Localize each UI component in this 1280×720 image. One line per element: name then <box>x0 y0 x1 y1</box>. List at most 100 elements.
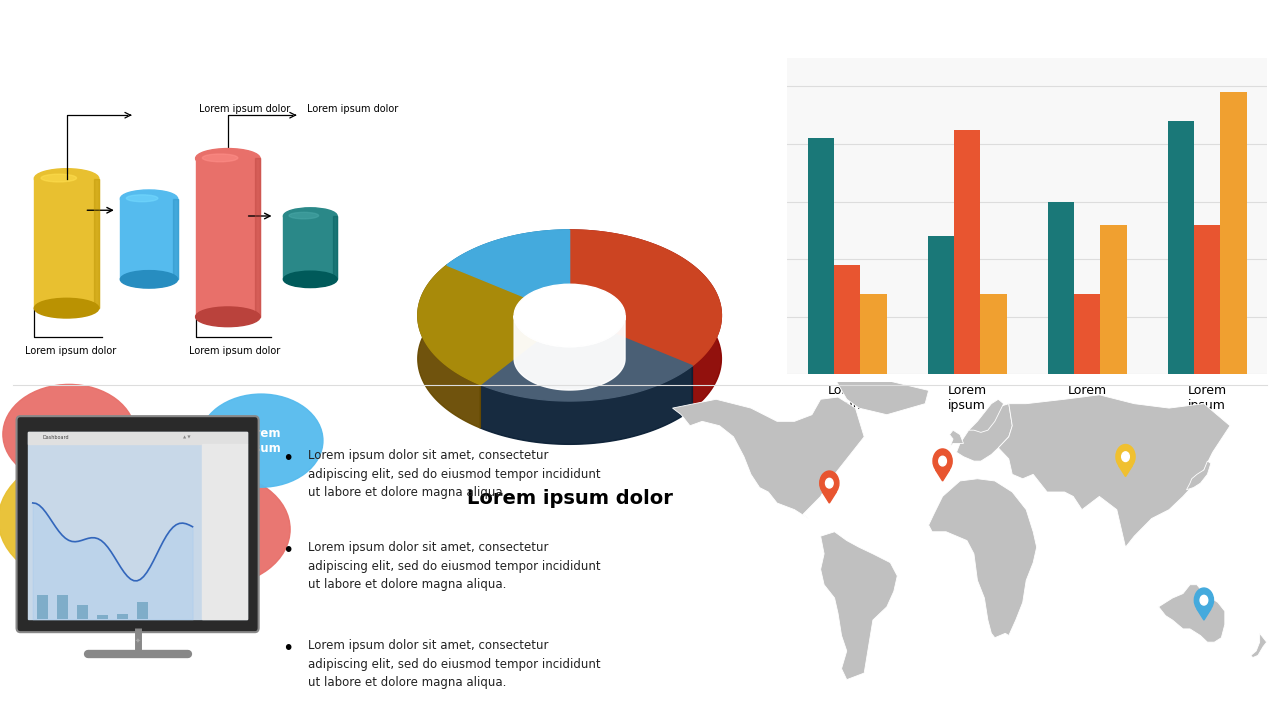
Polygon shape <box>1187 461 1211 490</box>
Text: •: • <box>283 639 294 658</box>
Polygon shape <box>120 199 178 279</box>
Text: Lorem ipsum dolor: Lorem ipsum dolor <box>200 104 291 114</box>
Text: Lorem ipsum dolor: Lorem ipsum dolor <box>189 346 280 356</box>
Polygon shape <box>515 315 625 390</box>
Bar <box>954 130 980 374</box>
Circle shape <box>938 456 946 466</box>
Ellipse shape <box>41 174 77 182</box>
Polygon shape <box>93 179 99 308</box>
Text: •: • <box>283 449 294 468</box>
Bar <box>37 595 49 619</box>
Bar <box>928 236 954 374</box>
Polygon shape <box>570 230 722 366</box>
Polygon shape <box>833 375 929 415</box>
Polygon shape <box>515 297 538 384</box>
Polygon shape <box>173 199 178 279</box>
Ellipse shape <box>289 212 319 219</box>
Polygon shape <box>672 397 864 518</box>
Ellipse shape <box>196 307 260 327</box>
Polygon shape <box>1197 609 1211 620</box>
Polygon shape <box>333 216 337 279</box>
Text: •: • <box>283 541 294 560</box>
Polygon shape <box>417 265 480 428</box>
Bar <box>1220 92 1247 374</box>
Text: Lorem
ipsum: Lorem ipsum <box>145 464 186 492</box>
Ellipse shape <box>196 148 260 168</box>
Ellipse shape <box>515 284 625 347</box>
Ellipse shape <box>35 298 99 318</box>
Bar <box>28 432 247 619</box>
Bar <box>980 294 1007 374</box>
Ellipse shape <box>140 473 291 586</box>
Polygon shape <box>929 479 1037 638</box>
Polygon shape <box>480 334 692 401</box>
Polygon shape <box>480 366 692 444</box>
Ellipse shape <box>200 394 323 487</box>
Text: Lorem
ipsum: Lorem ipsum <box>64 506 105 534</box>
Bar <box>1047 202 1074 374</box>
Circle shape <box>933 449 952 473</box>
FancyBboxPatch shape <box>17 416 259 632</box>
Ellipse shape <box>283 271 337 287</box>
Polygon shape <box>998 395 1230 547</box>
Ellipse shape <box>127 195 157 202</box>
Circle shape <box>1194 588 1213 612</box>
Circle shape <box>819 471 838 495</box>
Ellipse shape <box>108 436 223 522</box>
Ellipse shape <box>120 190 178 207</box>
Ellipse shape <box>283 208 337 224</box>
Text: Lorem ipsum dolor: Lorem ipsum dolor <box>24 346 115 356</box>
Bar <box>202 444 247 619</box>
Polygon shape <box>570 284 625 377</box>
Polygon shape <box>936 470 950 481</box>
Text: Lorem
ipsum: Lorem ipsum <box>49 420 90 449</box>
Text: Chart Infographic: Chart Infographic <box>476 18 804 53</box>
Polygon shape <box>822 492 836 503</box>
Polygon shape <box>570 230 722 409</box>
Circle shape <box>1116 444 1135 469</box>
Polygon shape <box>950 430 964 448</box>
Bar <box>1194 225 1220 374</box>
Bar <box>808 138 835 374</box>
Text: ▲ ▼: ▲ ▼ <box>183 435 189 439</box>
Text: ✦: ✦ <box>134 637 141 644</box>
Bar <box>835 265 860 374</box>
Polygon shape <box>820 532 897 680</box>
Polygon shape <box>525 284 570 341</box>
Circle shape <box>1121 452 1129 462</box>
Text: Lorem ipsum dolor sit amet, consectetur
adipiscing elit, sed do eiusmod tempor i: Lorem ipsum dolor sit amet, consectetur … <box>308 449 600 499</box>
Polygon shape <box>956 404 1012 461</box>
Circle shape <box>826 478 833 488</box>
Polygon shape <box>1251 634 1267 657</box>
Text: Lorem ipsum dolor sit amet, consectetur
adipiscing elit, sed do eiusmod tempor i: Lorem ipsum dolor sit amet, consectetur … <box>308 639 600 689</box>
Ellipse shape <box>35 168 99 189</box>
Bar <box>116 613 128 619</box>
Text: Lorem
ipsum: Lorem ipsum <box>241 427 282 454</box>
Polygon shape <box>969 400 1004 433</box>
Bar <box>1101 225 1126 374</box>
Polygon shape <box>1158 585 1225 642</box>
Polygon shape <box>255 158 260 317</box>
Text: Lorem ipsum dolor sit amet, consectetur
adipiscing elit, sed do eiusmod tempor i: Lorem ipsum dolor sit amet, consectetur … <box>308 541 600 591</box>
Text: Lorem ipsum dolor: Lorem ipsum dolor <box>307 104 398 114</box>
Polygon shape <box>538 334 614 390</box>
Ellipse shape <box>120 271 178 288</box>
Polygon shape <box>417 265 538 384</box>
Polygon shape <box>447 230 570 297</box>
Bar <box>1074 294 1101 374</box>
Text: Lorem
ipsum: Lorem ipsum <box>195 516 236 544</box>
Bar <box>97 616 109 619</box>
Polygon shape <box>196 158 260 317</box>
Text: Dashboard: Dashboard <box>42 435 69 440</box>
Bar <box>1167 121 1194 374</box>
Text: Lorem ipsum dolor: Lorem ipsum dolor <box>467 489 672 508</box>
Polygon shape <box>1119 466 1133 477</box>
Circle shape <box>1201 595 1208 605</box>
Polygon shape <box>447 230 570 308</box>
Ellipse shape <box>202 154 238 162</box>
Ellipse shape <box>3 384 136 484</box>
Bar <box>58 595 68 619</box>
Bar <box>137 603 148 619</box>
Bar <box>28 432 247 444</box>
Bar <box>860 294 887 374</box>
